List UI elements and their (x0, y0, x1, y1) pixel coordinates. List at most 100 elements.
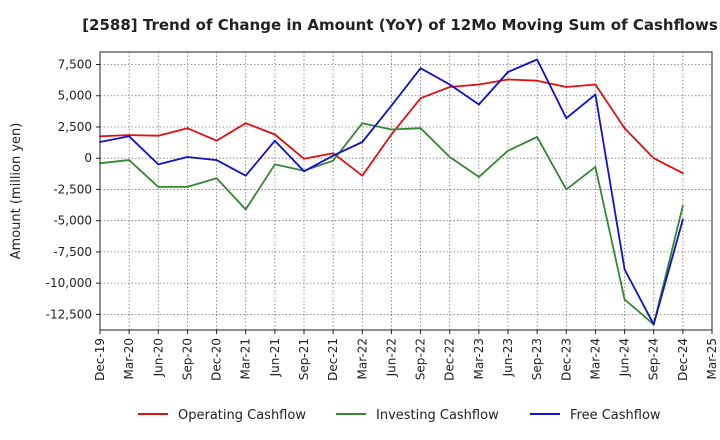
operating-cashflow-point (594, 83, 597, 86)
y-tick-label: -2,500 (53, 182, 92, 196)
x-tick-label: Dec-20 (210, 338, 224, 381)
investing-cashflow-point (565, 188, 568, 191)
y-ticks: 7,500 5,000 2,500 0 -2,500 -5,000 -7,500 -10,00… (46, 57, 100, 321)
x-tick-label: Mar-22 (355, 338, 369, 379)
free-cashflow-point (361, 141, 364, 143)
x-tick-label: Dec-22 (443, 338, 457, 381)
free-cashflow-point (565, 117, 568, 120)
free-cashflow-point (128, 135, 131, 138)
investing-cashflow-point (507, 149, 509, 152)
operating-cashflow-point (565, 86, 568, 88)
free-cashflow-point (390, 104, 393, 107)
y-tick-label: 2,500 (58, 120, 92, 134)
free-cashflow-point (623, 268, 626, 271)
x-tick-label: Mar-23 (472, 338, 486, 379)
operating-cashflow-point (652, 157, 655, 160)
investing-cashflow-point (215, 177, 218, 180)
y-tick-label: 5,000 (58, 89, 92, 103)
free-cashflow-point (157, 163, 160, 166)
x-tick-label: Mar-20 (122, 338, 136, 379)
x-tick-label: Mar-21 (239, 338, 253, 379)
y-tick-label: -12,500 (46, 307, 92, 321)
y-tick-label: 7,500 (58, 57, 92, 71)
free-cashflow-point (244, 174, 247, 177)
legend-label: Free Cashflow (570, 408, 661, 423)
chart-title: [2588] Trend of Change in Amount (YoY) o… (82, 16, 718, 34)
x-tick-label: Jun-23 (501, 338, 515, 377)
free-cashflow-point (536, 58, 539, 61)
operating-cashflow-point (681, 172, 684, 175)
y-tick-label: -5,000 (53, 214, 92, 228)
investing-cashflow-point (419, 127, 422, 130)
legend: Operating Cashflow Investing Cashflow Free… (138, 408, 661, 423)
operating-cashflow-point (448, 86, 451, 88)
investing-cashflow-point (594, 166, 597, 168)
legend-item: Free Cashflow (530, 408, 661, 423)
free-cashflow-point (215, 159, 218, 161)
x-tick-label: Jun-22 (384, 338, 398, 377)
operating-cashflow-point (536, 79, 539, 82)
operating-cashflow-point (477, 83, 480, 86)
free-cashflow-point (448, 83, 451, 86)
operating-cashflow-point (157, 134, 160, 137)
operating-cashflow-point (507, 78, 509, 81)
x-tick-label: Dec-21 (326, 338, 340, 381)
plot-frame (99, 51, 713, 331)
free-cashflow-point (507, 71, 509, 73)
legend-label: Operating Cashflow (178, 408, 306, 423)
investing-cashflow-point (390, 128, 393, 131)
operating-cashflow-point (303, 157, 305, 160)
investing-cashflow-point (157, 186, 160, 188)
operating-cashflow-point (186, 127, 189, 130)
series-layer (99, 58, 684, 326)
investing-cashflow-point (681, 204, 684, 207)
investing-cashflow-point (244, 208, 247, 211)
x-tick-label: Sep-20 (180, 338, 194, 380)
y-tick-label: 0 (84, 151, 92, 165)
free-cashflow-point (419, 67, 422, 70)
x-tick-label: Jun-21 (268, 338, 282, 377)
investing-cashflow-point (128, 159, 131, 161)
legend-item: Operating Cashflow (138, 408, 306, 423)
free-cashflow-point (477, 103, 480, 106)
x-tick-label: Sep-23 (530, 338, 544, 380)
y-axis-label: Amount (million yen) (9, 123, 24, 260)
x-ticks: Dec-19 Mar-20 Jun-20 Sep-20 Dec-20 Mar-21 Jun-… (93, 330, 719, 381)
free-cashflow-point (594, 93, 597, 96)
x-tick-label: Jun-20 (151, 338, 165, 377)
investing-cashflow-point (448, 156, 451, 158)
investing-cashflow-point (273, 163, 276, 166)
investing-cashflow-point (332, 159, 335, 162)
free-cashflow-point (681, 218, 684, 221)
y-tick-label: -10,000 (46, 276, 92, 290)
legend-item: Investing Cashflow (336, 408, 499, 423)
investing-cashflow-point (186, 186, 189, 188)
free-cashflow-line (99, 58, 684, 326)
x-tick-label: Mar-25 (705, 338, 719, 379)
x-tick-label: Dec-19 (93, 338, 107, 381)
operating-cashflow-point (623, 127, 626, 130)
investing-cashflow-point (361, 122, 364, 125)
operating-cashflow-point (332, 152, 335, 155)
free-cashflow-point (652, 323, 655, 326)
investing-cashflow-point (477, 176, 480, 178)
investing-cashflow-point (536, 136, 539, 138)
free-cashflow-point (332, 154, 335, 157)
free-cashflow-point (273, 139, 276, 142)
x-tick-label: Mar-24 (588, 338, 602, 379)
investing-cashflow-point (623, 298, 626, 301)
x-tick-label: Jun-24 (618, 338, 632, 377)
free-cashflow-point (186, 156, 189, 158)
operating-cashflow-point (215, 139, 218, 142)
y-tick-label: -7,500 (53, 245, 92, 259)
operating-cashflow-point (273, 133, 276, 136)
x-tick-label: Sep-21 (297, 338, 311, 380)
operating-cashflow-point (361, 174, 364, 177)
operating-cashflow-point (390, 133, 393, 136)
x-tick-label: Sep-24 (647, 338, 661, 380)
x-tick-label: Sep-22 (414, 338, 428, 380)
x-tick-label: Dec-24 (676, 338, 690, 381)
grid (100, 52, 712, 330)
free-cashflow-point (303, 170, 305, 173)
